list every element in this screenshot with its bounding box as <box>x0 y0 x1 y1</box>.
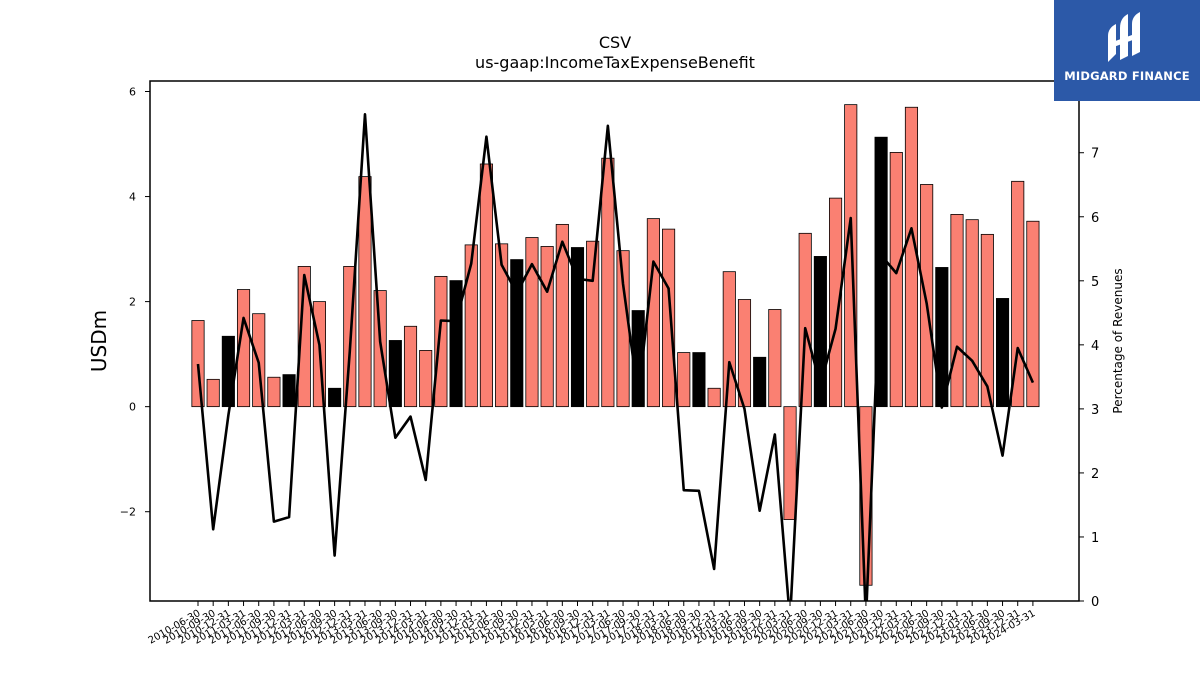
bar-2016-03-31 <box>540 246 554 408</box>
bar-2023-09-30 <box>995 298 1010 408</box>
y-left-tick-label: 2 <box>129 296 136 309</box>
bar-2017-12-31 <box>646 218 660 408</box>
bar-2014-03-31 <box>419 350 433 408</box>
y-right-tick-label: 7 <box>1091 147 1099 162</box>
bar-2015-06-30 <box>495 243 509 408</box>
x-axis: 2010-06-302010-09-302010-12-312011-03-31… <box>147 601 1037 647</box>
y-right-tick-label: 3 <box>1091 403 1099 418</box>
chart-title: CSV <box>599 33 631 52</box>
y-axis-label-right: Percentage of Revenues <box>1111 268 1125 413</box>
y-axis-right: 0 1 2 3 4 5 6 7 <box>1079 147 1099 610</box>
revenue-percentage-line <box>196 113 1035 601</box>
bar-2011-12-31 <box>282 374 296 408</box>
y-axis-left: −2 0 2 4 6 <box>120 86 150 519</box>
bar-2015-09-30 <box>510 259 524 408</box>
bar-2016-06-30 <box>555 223 569 408</box>
y-right-tick-label: 4 <box>1091 339 1099 354</box>
bar-2013-03-31 <box>358 176 372 408</box>
y-left-tick-label: 4 <box>129 191 136 204</box>
bar-2019-06-30 <box>737 299 752 408</box>
bar-2020-06-30 <box>798 232 812 408</box>
bar-2023-12-31 <box>1011 180 1025 408</box>
line-layer <box>196 113 1035 601</box>
bar-2014-06-30 <box>434 275 448 408</box>
bar-2022-03-31 <box>904 106 919 408</box>
bar-2013-09-30 <box>388 340 402 408</box>
bar-2018-09-30 <box>692 352 706 408</box>
brand-logo-text: MIDGARD FINANCE <box>1064 69 1190 83</box>
bar-2022-12-31 <box>950 214 964 408</box>
y-left-tick-label: 6 <box>129 86 136 99</box>
chart-subtitle: us-gaap:IncomeTaxExpenseBenefit <box>475 53 755 72</box>
bar-2010-06-30 <box>191 320 205 408</box>
y-left-tick-label: −2 <box>120 506 136 519</box>
bar-2014-09-30 <box>449 280 463 408</box>
bar-2013-12-31 <box>403 325 418 408</box>
y-right-tick-label: 6 <box>1091 211 1099 226</box>
plot-frame <box>149 80 1080 602</box>
bar-2010-09-30 <box>206 378 220 408</box>
bar-2011-09-30 <box>267 376 281 408</box>
y-right-tick-label: 0 <box>1091 595 1099 610</box>
bar-2020-12-31 <box>829 197 843 408</box>
y-right-tick-label: 2 <box>1091 467 1099 482</box>
y-right-tick-label: 1 <box>1091 531 1099 546</box>
bar-2014-12-31 <box>464 244 478 408</box>
bar-2018-03-31 <box>662 228 676 408</box>
bar-2016-12-31 <box>586 240 600 408</box>
bar-2016-09-30 <box>570 247 585 408</box>
bar-2023-06-30 <box>980 233 994 408</box>
bars-layer <box>191 104 1040 586</box>
bar-2020-03-31 <box>783 406 797 520</box>
bar-2023-03-31 <box>965 219 979 408</box>
y-right-tick-label: 5 <box>1091 275 1099 290</box>
bar-2019-12-31 <box>768 309 782 408</box>
bar-2017-03-31 <box>601 157 615 408</box>
y-axis-label-left: USDm <box>87 310 111 372</box>
y-left-tick-label: 0 <box>129 401 136 414</box>
bar-2011-03-31 <box>236 289 251 408</box>
bar-2022-06-30 <box>920 184 934 408</box>
bar-2019-09-30 <box>753 356 767 408</box>
midgard-logo-icon <box>1108 12 1140 62</box>
bar-2012-09-30 <box>328 387 342 408</box>
bar-2018-12-31 <box>707 387 721 408</box>
bar-2024-03-31 <box>1026 220 1040 408</box>
bar-2015-03-31 <box>479 163 493 408</box>
bar-2021-12-31 <box>889 152 903 408</box>
brand-logo: MIDGARD FINANCE <box>1054 0 1200 101</box>
bar-2012-03-31 <box>297 266 311 408</box>
bar-2018-06-30 <box>677 352 691 408</box>
bar-2015-12-31 <box>525 237 539 408</box>
bar-2019-03-31 <box>722 271 736 408</box>
